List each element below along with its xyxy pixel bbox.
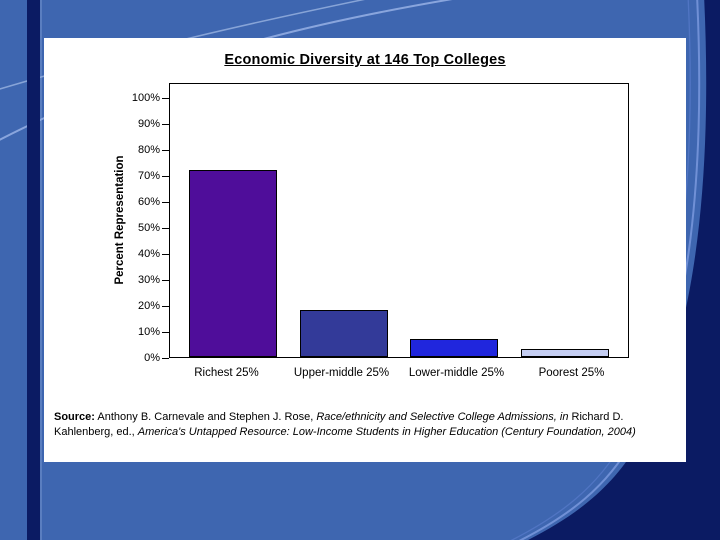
chart-panel: Economic Diversity at 146 Top Colleges P… bbox=[44, 38, 686, 462]
bar-poorest-25- bbox=[520, 349, 609, 357]
y-tick-mark bbox=[162, 358, 169, 360]
source-segment: Race/ethnicity and Selective College Adm… bbox=[316, 411, 572, 423]
bar-slot bbox=[399, 84, 510, 357]
y-tick-mark bbox=[162, 228, 169, 230]
source-citation: Source: Anthony B. Carnevale and Stephen… bbox=[54, 410, 678, 440]
y-tick-label: 100% bbox=[131, 92, 160, 104]
source-segment: Richard D. Kahlenberg, ed., bbox=[54, 411, 624, 438]
source-segment: America's Untapped Resource: Low-Income … bbox=[137, 425, 636, 438]
y-tick-mark bbox=[162, 150, 169, 152]
y-tick-label: 90% bbox=[137, 118, 160, 130]
y-tick-label: 10% bbox=[137, 326, 160, 338]
y-tick-mark bbox=[162, 202, 169, 204]
chart-title: Economic Diversity at 146 Top Colleges bbox=[224, 52, 506, 68]
y-tick-mark bbox=[162, 98, 169, 100]
x-axis-label: Richest 25% bbox=[194, 367, 259, 379]
source-segment: Anthony B. Carnevale and Stephen J. Rose… bbox=[94, 411, 317, 423]
source-segment: Source: bbox=[54, 411, 95, 423]
y-tick-label: 0% bbox=[144, 352, 160, 364]
plot-area bbox=[169, 83, 629, 358]
y-tick-mark bbox=[162, 306, 169, 308]
x-axis-label: Upper-middle 25% bbox=[293, 367, 390, 379]
y-tick-mark bbox=[162, 332, 169, 334]
y-tick-mark bbox=[162, 124, 169, 126]
bar-slot bbox=[178, 84, 289, 357]
y-tick-label: 50% bbox=[137, 222, 160, 234]
x-axis-labels: Richest 25% Upper-middle 25% Lower-middle … bbox=[169, 367, 629, 379]
bar-richest-25- bbox=[189, 169, 278, 357]
bar-slot bbox=[289, 84, 400, 357]
bar-slot bbox=[510, 84, 621, 357]
y-tick-label: 60% bbox=[137, 196, 160, 208]
bar-upper-middle-25- bbox=[299, 310, 388, 357]
y-tick-label: 80% bbox=[137, 144, 160, 156]
y-tick-label: 30% bbox=[137, 274, 160, 286]
y-tick-label: 40% bbox=[137, 248, 160, 260]
y-tick-mark bbox=[162, 176, 169, 178]
y-tick-mark bbox=[162, 254, 169, 256]
y-tick-label: 20% bbox=[137, 300, 160, 312]
bar-lower-middle-25- bbox=[410, 338, 499, 357]
x-axis-label: Lower-middle 25% bbox=[408, 367, 505, 379]
y-tick-mark bbox=[162, 280, 169, 282]
x-axis-label: Poorest 25% bbox=[538, 367, 605, 379]
y-tick-label: 70% bbox=[137, 170, 160, 182]
